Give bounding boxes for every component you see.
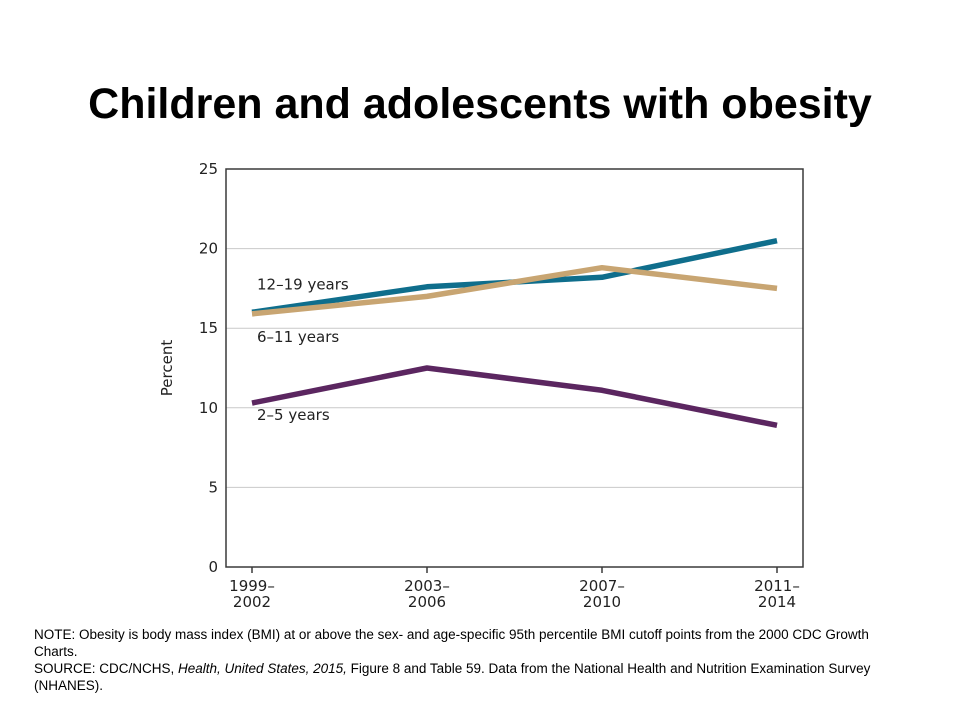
gridlines xyxy=(226,248,803,488)
footnote-source-prefix: SOURCE: CDC/NCHS, xyxy=(34,661,179,676)
footnote-source-suffix: Figure 8 and Table 59. Data from the Nat… xyxy=(34,661,871,693)
y-tick-label: 20 xyxy=(199,240,218,258)
y-tick-label: 15 xyxy=(199,319,218,337)
x-tick-label: 1999– 2002 xyxy=(229,577,275,611)
series-label-3: 2–5 years xyxy=(257,406,330,424)
series-label-1: 12–19 years xyxy=(257,275,349,293)
x-tick-label: 2003– 2006 xyxy=(404,577,450,611)
x-tick-label: 2007– 2010 xyxy=(579,577,625,611)
y-tick-label: 10 xyxy=(199,399,218,417)
slide-title: Children and adolescents with obesity xyxy=(88,80,872,128)
series-line-2 xyxy=(251,264,778,317)
footnote-source-title: Health, United States, 2015, xyxy=(178,661,347,676)
y-tick-label: 5 xyxy=(208,478,218,496)
x-axis-ticks: 1999– 2002 2003– 2006 2007– 2010 2011– 2014 xyxy=(229,567,800,611)
y-tick-label: 0 xyxy=(208,558,218,576)
series-label-2: 6–11 years xyxy=(257,328,339,346)
footnote: NOTE: Obesity is body mass index (BMI) a… xyxy=(34,626,914,694)
y-axis-title: Percent xyxy=(158,340,176,397)
footnote-source: SOURCE: CDC/NCHS, Health, United States,… xyxy=(34,660,914,694)
series-lines xyxy=(251,237,778,429)
series-labels: 12–19 years 6–11 years 2–5 years xyxy=(257,275,349,424)
y-tick-label: 25 xyxy=(199,160,218,178)
series-line-3 xyxy=(251,365,778,429)
y-axis-ticks: 0 5 10 15 20 25 xyxy=(199,160,218,576)
x-tick-label: 2011– 2014 xyxy=(754,577,800,611)
plot-frame xyxy=(225,168,804,568)
footnote-note: NOTE: Obesity is body mass index (BMI) a… xyxy=(34,627,869,659)
